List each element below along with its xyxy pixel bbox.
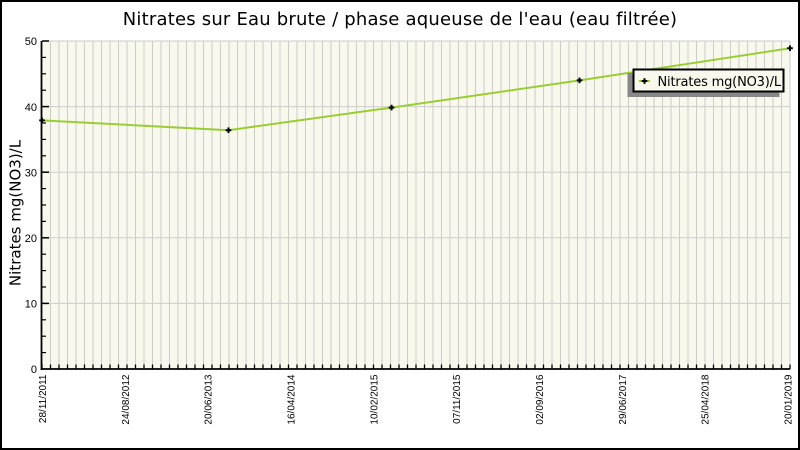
x-tick-labels: 28/11/2011 24/08/2012 20/06/2013 16/04/2014… bbox=[38, 374, 794, 424]
data-point-marker bbox=[787, 45, 793, 52]
y-tick-label: 40 bbox=[25, 102, 37, 114]
x-tick-label: 07/11/2015 bbox=[452, 374, 463, 424]
data-point-marker bbox=[388, 104, 395, 111]
x-tick-label: 20/06/2013 bbox=[204, 374, 215, 424]
legend-series-label: Nitrates mg(NO3)/L bbox=[658, 75, 782, 90]
data-point-marker bbox=[225, 127, 232, 134]
x-tick-label: 29/06/2017 bbox=[618, 374, 629, 424]
x-tick-label: 16/04/2014 bbox=[286, 374, 297, 424]
axes bbox=[40, 41, 790, 370]
x-tick-label: 10/02/2015 bbox=[369, 374, 380, 424]
x-tick-label: 28/11/2011 bbox=[38, 374, 49, 423]
gridlines bbox=[42, 40, 791, 369]
y-axis-label: Nitrates mg(NO3)/L bbox=[7, 139, 25, 286]
legend-frame bbox=[632, 68, 785, 93]
y-tick-label: 50 bbox=[25, 36, 37, 48]
y-tick-labels: 0 10 20 30 40 50 bbox=[25, 36, 37, 376]
y-tick-label: 10 bbox=[25, 299, 37, 311]
y-tick-label: 20 bbox=[25, 233, 37, 245]
y-tick-label: 0 bbox=[31, 364, 37, 376]
x-tick-label: 24/08/2012 bbox=[121, 374, 132, 424]
x-tick-label: 25/04/2018 bbox=[701, 374, 712, 424]
tick-marks bbox=[41, 40, 791, 369]
legend-box: Nitrates mg(NO3)/L bbox=[627, 68, 785, 97]
x-tick-label: 02/09/2016 bbox=[535, 374, 546, 424]
legend-series-marker-sample bbox=[641, 78, 648, 84]
data-point-marker bbox=[39, 117, 45, 124]
chart-title: Nitrates sur Eau brute / phase aqueuse d… bbox=[123, 9, 678, 30]
x-tick-label: 20/01/2019 bbox=[783, 374, 794, 424]
data-point-marker bbox=[576, 77, 583, 84]
y-tick-label: 30 bbox=[25, 167, 37, 179]
